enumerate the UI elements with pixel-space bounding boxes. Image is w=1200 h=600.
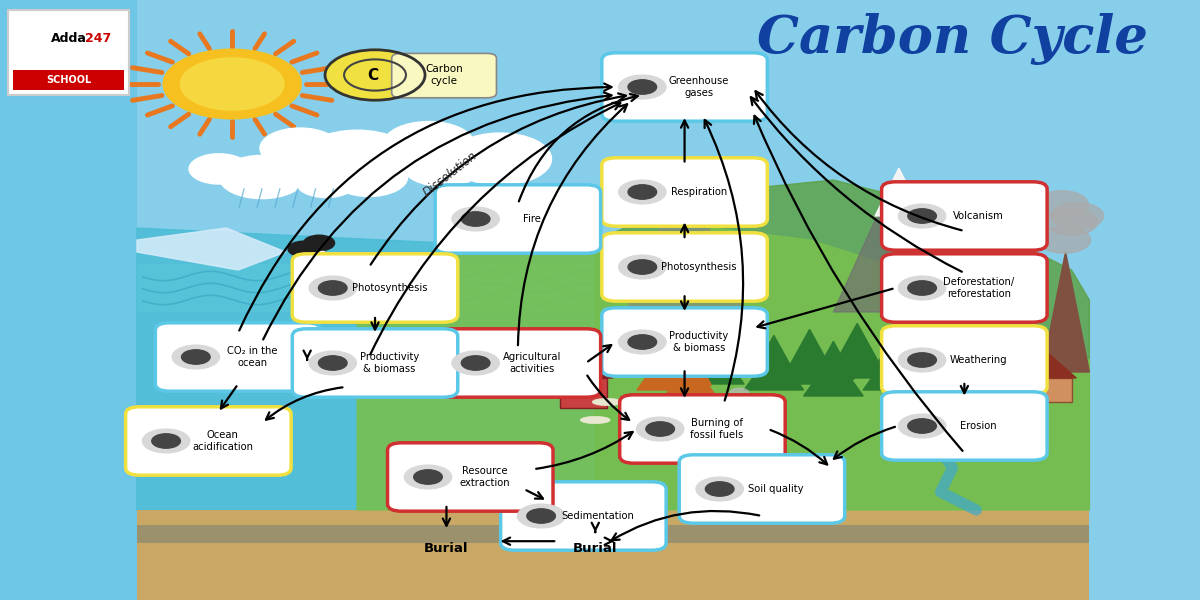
Circle shape [190, 154, 250, 184]
FancyBboxPatch shape [8, 10, 128, 95]
Polygon shape [553, 348, 613, 378]
Text: 247: 247 [84, 32, 110, 46]
Circle shape [696, 477, 744, 501]
Ellipse shape [301, 257, 313, 271]
Circle shape [1045, 209, 1098, 235]
FancyBboxPatch shape [704, 420, 719, 456]
Circle shape [686, 406, 706, 416]
Text: Resource
extraction: Resource extraction [460, 466, 510, 488]
Polygon shape [661, 360, 720, 402]
Circle shape [706, 482, 734, 496]
Circle shape [628, 80, 656, 94]
Circle shape [628, 260, 656, 274]
Circle shape [701, 400, 720, 410]
Polygon shape [804, 354, 863, 396]
Ellipse shape [628, 404, 658, 412]
Polygon shape [744, 348, 804, 390]
Polygon shape [836, 323, 878, 361]
FancyBboxPatch shape [126, 407, 292, 475]
Circle shape [527, 509, 556, 523]
Circle shape [618, 255, 666, 279]
Polygon shape [872, 335, 913, 373]
Text: Photosynthesis: Photosynthesis [661, 262, 737, 272]
Polygon shape [780, 342, 839, 384]
Polygon shape [646, 335, 688, 373]
Circle shape [899, 414, 946, 438]
Text: SCHOOL: SCHOOL [47, 75, 91, 85]
Circle shape [908, 353, 936, 367]
Text: Agricultural
activities: Agricultural activities [503, 352, 562, 374]
FancyBboxPatch shape [388, 443, 553, 511]
Circle shape [628, 335, 656, 349]
Circle shape [618, 330, 666, 354]
FancyBboxPatch shape [682, 420, 696, 456]
Text: Carbon Cycle: Carbon Cycle [757, 13, 1148, 65]
Text: Burning of
fossil fuels: Burning of fossil fuels [690, 418, 743, 440]
FancyBboxPatch shape [882, 182, 1048, 250]
Circle shape [260, 128, 340, 169]
Polygon shape [684, 342, 744, 384]
Circle shape [449, 133, 552, 185]
Polygon shape [694, 329, 736, 367]
Text: Respiration: Respiration [671, 187, 727, 197]
Text: Dissolution: Dissolution [420, 149, 480, 199]
Circle shape [403, 146, 482, 187]
Circle shape [461, 356, 490, 370]
Circle shape [308, 276, 356, 300]
Circle shape [899, 348, 946, 372]
Text: Soil quality: Soil quality [749, 484, 804, 494]
Text: Ocean
acidification: Ocean acidification [192, 430, 253, 452]
Ellipse shape [294, 256, 313, 272]
Text: Weathering: Weathering [950, 355, 1008, 365]
Circle shape [908, 281, 936, 295]
Circle shape [646, 422, 674, 436]
FancyBboxPatch shape [602, 158, 767, 226]
Circle shape [461, 212, 490, 226]
Circle shape [143, 429, 190, 453]
FancyBboxPatch shape [1026, 378, 1072, 402]
Polygon shape [137, 228, 631, 510]
FancyBboxPatch shape [602, 53, 767, 121]
Circle shape [452, 351, 499, 375]
Circle shape [172, 345, 220, 369]
Polygon shape [863, 348, 923, 390]
Circle shape [318, 281, 347, 295]
Circle shape [1051, 203, 1104, 229]
Circle shape [281, 149, 349, 184]
Text: Fire: Fire [523, 214, 541, 224]
Polygon shape [670, 347, 712, 385]
Text: Adda: Adda [52, 32, 86, 46]
Text: Erosion: Erosion [960, 421, 997, 431]
Polygon shape [1021, 354, 1076, 378]
Polygon shape [637, 348, 696, 390]
Polygon shape [720, 330, 780, 372]
Circle shape [636, 417, 684, 441]
Circle shape [452, 207, 499, 231]
Text: ✦: ✦ [475, 493, 490, 511]
FancyBboxPatch shape [155, 323, 320, 391]
Circle shape [908, 419, 936, 433]
Circle shape [163, 49, 301, 119]
FancyBboxPatch shape [882, 326, 1048, 394]
FancyBboxPatch shape [436, 185, 601, 253]
Circle shape [383, 122, 474, 167]
Circle shape [151, 434, 180, 448]
Circle shape [628, 185, 656, 199]
Polygon shape [875, 168, 923, 216]
Text: Burial: Burial [574, 542, 618, 556]
Circle shape [908, 209, 936, 223]
Ellipse shape [317, 251, 329, 265]
Polygon shape [619, 168, 750, 330]
FancyBboxPatch shape [559, 378, 607, 408]
Circle shape [181, 350, 210, 364]
Ellipse shape [593, 398, 622, 406]
Polygon shape [595, 180, 1090, 510]
FancyBboxPatch shape [293, 254, 457, 322]
FancyBboxPatch shape [726, 420, 740, 456]
Polygon shape [661, 168, 708, 210]
Text: Volcanism: Volcanism [953, 211, 1004, 221]
FancyBboxPatch shape [882, 392, 1048, 460]
Circle shape [300, 130, 414, 188]
Circle shape [325, 50, 425, 100]
